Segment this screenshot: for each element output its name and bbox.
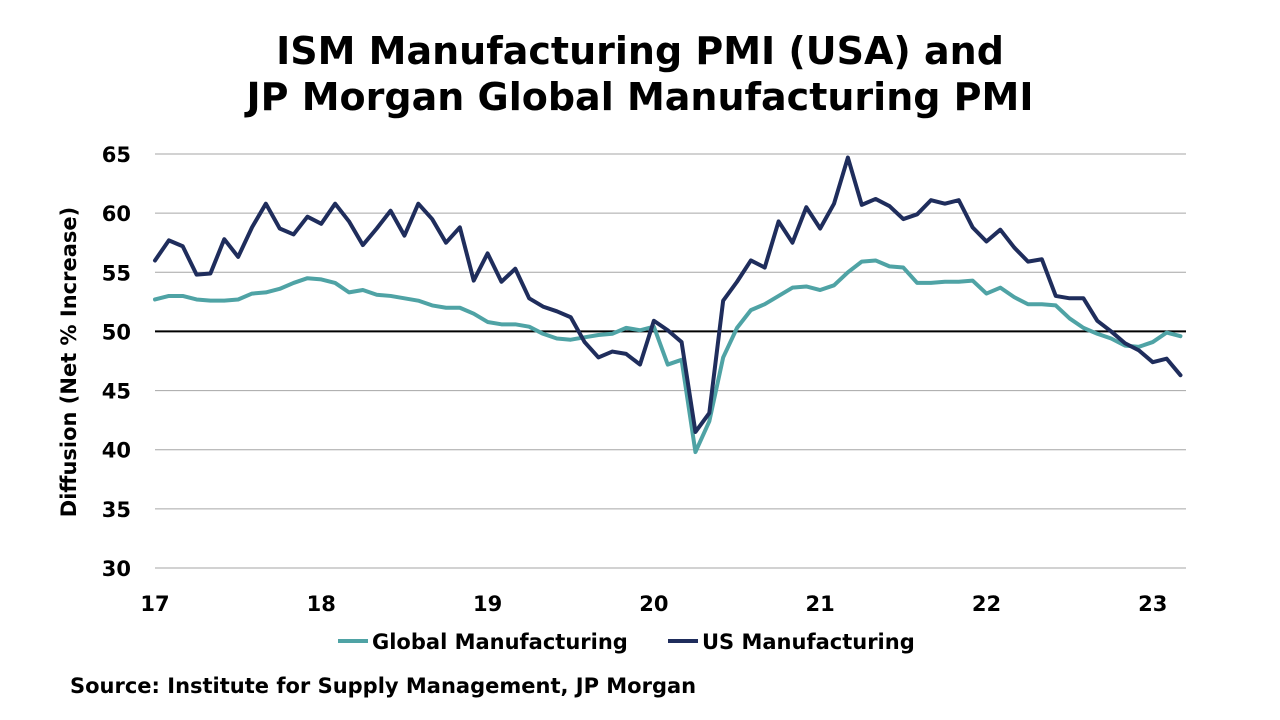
y-tick-label-50: 50: [102, 320, 131, 344]
x-tick-label-20: 20: [639, 592, 668, 616]
source-note: Source: Institute for Supply Management,…: [70, 674, 697, 698]
series-lines: [153, 155, 1183, 455]
x-tick-label-19: 19: [473, 592, 502, 616]
x-tick-label-22: 22: [972, 592, 1001, 616]
y-tick-label-45: 45: [102, 380, 131, 404]
y-tick-label-35: 35: [102, 498, 131, 522]
y-axis-label: Diffusion (Net % Increase): [57, 207, 81, 517]
series-line-us: [153, 155, 1183, 434]
x-tick-label-17: 17: [140, 592, 169, 616]
y-tick-label-60: 60: [102, 202, 131, 226]
chart-title-line-1: ISM Manufacturing PMI (USA) and: [276, 29, 1004, 73]
legend-label-global-manufacturing: Global Manufacturing: [372, 630, 628, 654]
legend: Global Manufacturing US Manufacturing: [338, 630, 915, 654]
x-tick-label-23: 23: [1138, 592, 1167, 616]
y-tick-label-40: 40: [102, 439, 131, 463]
chart-title-line-2: JP Morgan Global Manufacturing PMI: [246, 75, 1034, 119]
y-tick-label-30: 30: [102, 557, 131, 581]
x-axis-tick-labels: 17 18 19 20 21 22 23: [140, 592, 1167, 616]
x-tick-label-18: 18: [307, 592, 336, 616]
legend-label-us-manufacturing: US Manufacturing: [702, 630, 915, 654]
series-line-global: [153, 258, 1183, 455]
chart-title: ISM Manufacturing PMI (USA) and JP Morga…: [0, 28, 1280, 120]
y-tick-label-65: 65: [102, 143, 131, 167]
y-tick-label-55: 55: [102, 261, 131, 285]
x-tick-label-21: 21: [806, 592, 835, 616]
y-axis-tick-labels: 30 35 40 45 50 55 60 65: [102, 143, 131, 581]
